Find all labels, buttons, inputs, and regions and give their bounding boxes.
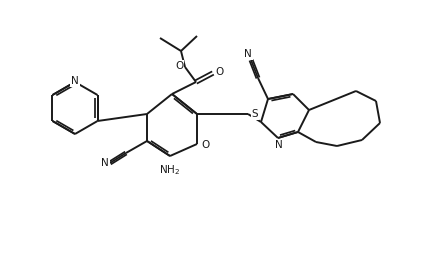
Text: N: N <box>71 76 79 86</box>
Text: O: O <box>201 140 209 150</box>
Text: N: N <box>275 140 283 150</box>
Text: NH$_2$: NH$_2$ <box>159 163 181 177</box>
Text: N: N <box>244 49 252 59</box>
Text: O: O <box>216 67 224 77</box>
Text: S: S <box>252 109 258 119</box>
Text: O: O <box>175 61 183 71</box>
Text: N: N <box>101 158 109 168</box>
